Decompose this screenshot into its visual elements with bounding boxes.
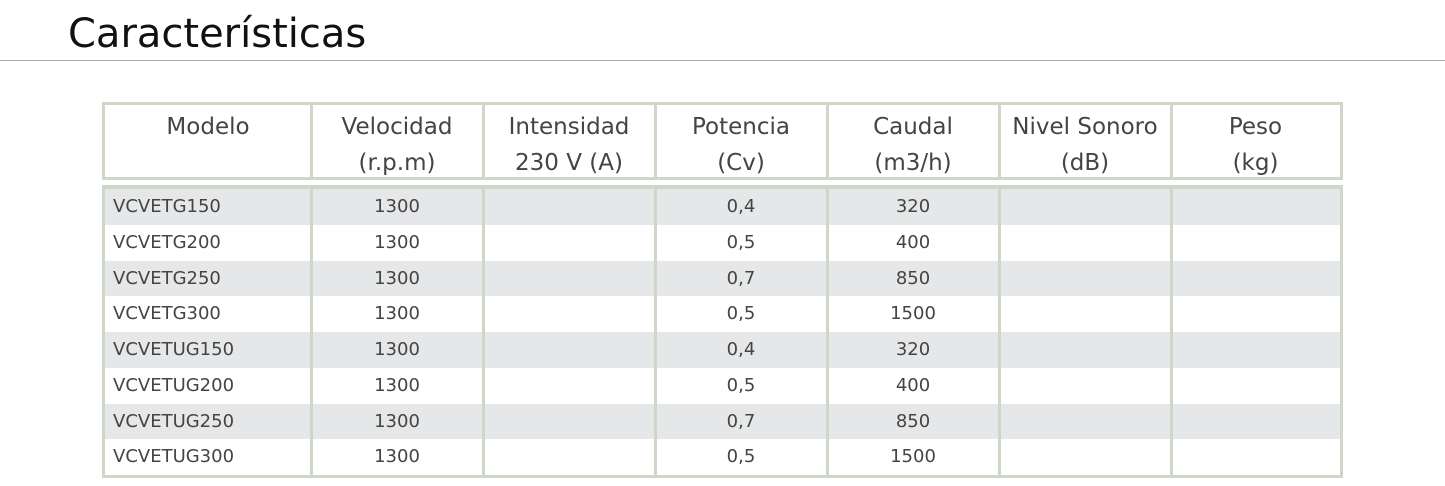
- table-cell: VCVETUG150: [113, 339, 235, 360]
- table-cell: 0,5: [726, 374, 756, 396]
- column-header: Intensidad 230 V (A): [483, 109, 655, 181]
- table-cell: VCVETG250: [113, 267, 221, 289]
- table-cell: 0,5: [726, 446, 756, 468]
- table-cell: 1300: [374, 374, 420, 396]
- column-divider: [1170, 105, 1173, 177]
- column-divider: [482, 189, 485, 475]
- table-cell: 1300: [374, 446, 420, 468]
- table-cell: 0,4: [726, 196, 756, 217]
- table-cell: 1300: [374, 339, 420, 360]
- table-cell: 1500: [890, 446, 936, 468]
- table-cell: VCVETG300: [113, 303, 221, 325]
- header-line: Velocidad: [341, 114, 453, 140]
- column-divider: [826, 105, 829, 177]
- column-header: Peso (kg): [1171, 109, 1340, 181]
- table-row: VCVETG300 1300 0,5 1500: [105, 296, 1340, 332]
- header-line: Potencia: [692, 114, 790, 140]
- table-cell: VCVETUG250: [113, 410, 235, 432]
- table-row: VCVETG150 1300 0,4 320: [105, 189, 1340, 225]
- table-cell: 1500: [890, 303, 936, 325]
- table-cell: 400: [895, 374, 931, 396]
- table-cell: 1300: [374, 303, 420, 325]
- table-row: VCVETUG150 1300 0,4 320: [105, 332, 1340, 368]
- table-cell: 1300: [374, 267, 420, 289]
- table-row: VCVETUG300 1300 0,5 1500: [105, 439, 1340, 475]
- header-line: Peso: [1228, 114, 1283, 140]
- column-header: Potencia (Cv): [655, 109, 827, 181]
- table-cell: 1300: [374, 410, 420, 432]
- header-line: (m3/h): [874, 150, 952, 176]
- header-line: Modelo: [166, 114, 250, 140]
- table-cell: 1300: [374, 231, 420, 253]
- table-row: VCVETG250 1300 0,7 850: [105, 260, 1340, 297]
- section-title: Características: [68, 11, 367, 57]
- table-cell: 0,5: [726, 231, 756, 253]
- header-line: (Cv): [717, 150, 765, 176]
- column-divider: [654, 105, 657, 177]
- table-cell: 0,5: [726, 303, 756, 325]
- column-header: Modelo: [105, 109, 311, 145]
- column-divider: [482, 105, 485, 177]
- table-header: Modelo Velocidad (r.p.m) Intensidad 230 V (A…: [102, 102, 1343, 180]
- header-line: Intensidad: [508, 114, 630, 140]
- header-line: (r.p.m): [358, 150, 436, 176]
- divider: [0, 60, 1445, 61]
- column-divider: [826, 189, 829, 475]
- table-row: VCVETG200 1300 0,5 400: [105, 224, 1340, 261]
- header-line: (dB): [1060, 150, 1110, 176]
- column-header: Caudal (m3/h): [827, 109, 999, 181]
- table-cell: 0,4: [726, 339, 756, 360]
- column-divider: [310, 189, 313, 475]
- header-line: 230 V (A): [515, 150, 623, 176]
- table-cell: VCVETUG200: [113, 374, 235, 396]
- table-cell: 850: [895, 267, 931, 289]
- table-cell: 320: [895, 196, 931, 217]
- column-header: Nivel Sonoro (dB): [999, 109, 1171, 181]
- header-line: Caudal: [873, 114, 953, 140]
- table-cell: 0,7: [726, 410, 756, 432]
- table-cell: VCVETG200: [113, 231, 221, 253]
- column-divider: [654, 189, 657, 475]
- column-divider: [310, 105, 313, 177]
- table-cell: 320: [895, 339, 931, 360]
- table-row: VCVETUG200 1300 0,5 400: [105, 367, 1340, 404]
- header-line: (kg): [1232, 150, 1279, 176]
- column-divider: [998, 189, 1001, 475]
- header-line: Nivel Sonoro: [1012, 114, 1158, 140]
- table-cell: 400: [895, 231, 931, 253]
- table-body: VCVETG150 1300 0,4 320 VCVETG200 1300 0,5 400 VC…: [102, 185, 1343, 478]
- column-header: Velocidad (r.p.m): [311, 109, 483, 181]
- table-cell: VCVETG150: [113, 196, 221, 217]
- table-cell: VCVETUG300: [113, 446, 235, 468]
- table-cell: 0,7: [726, 267, 756, 289]
- table-cell: 850: [895, 410, 931, 432]
- column-divider: [1170, 189, 1173, 475]
- column-divider: [998, 105, 1001, 177]
- table-cell: 1300: [374, 196, 420, 217]
- table-row: VCVETUG250 1300 0,7 850: [105, 403, 1340, 440]
